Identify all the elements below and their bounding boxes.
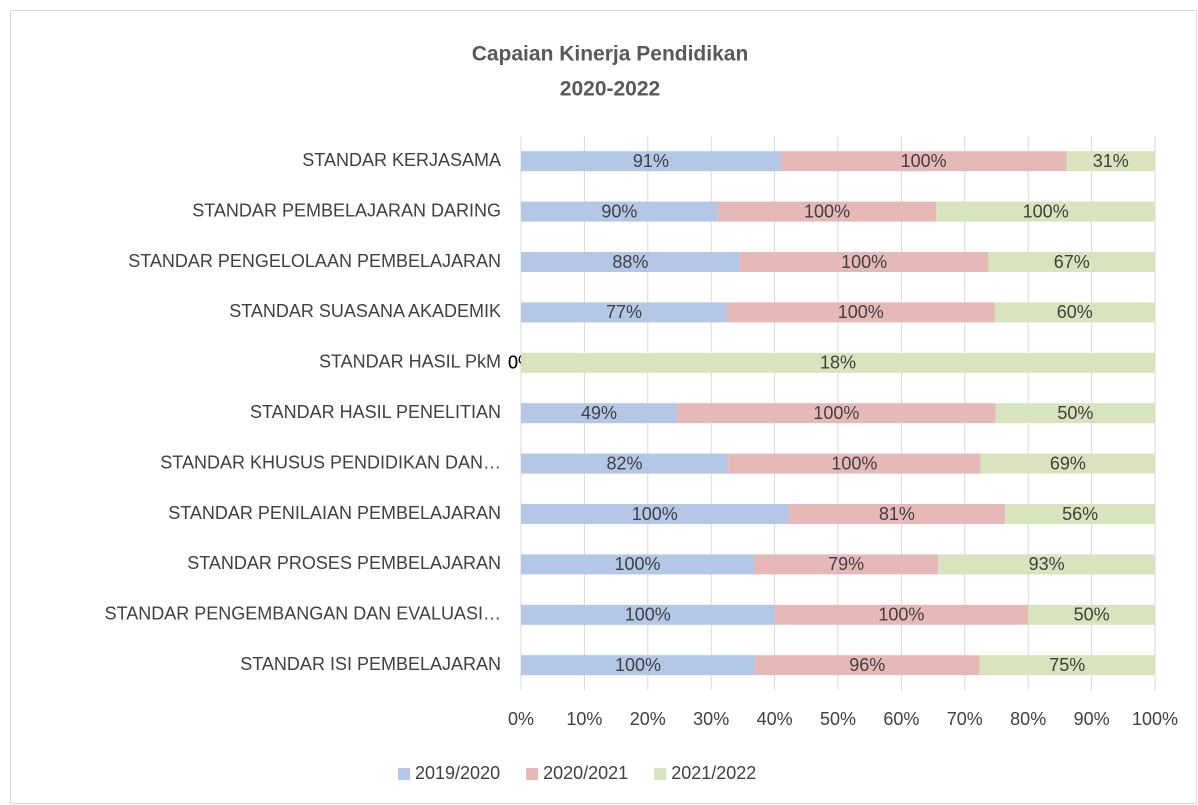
- y-tick-label: STANDAR ISI PEMBELAJARAN: [240, 654, 501, 674]
- x-tick-label: 20%: [630, 709, 666, 729]
- data-label: 50%: [1057, 403, 1093, 423]
- bar-segment: [995, 403, 1155, 424]
- y-tick-label: STANDAR SUASANA AKADEMIK: [229, 301, 501, 321]
- legend-swatch: [654, 768, 667, 780]
- data-label: 75%: [1049, 655, 1085, 675]
- data-label: 100%: [878, 605, 924, 625]
- data-label: 96%: [849, 655, 885, 675]
- data-label: 100%: [838, 302, 884, 322]
- bar-segment: [754, 655, 980, 676]
- data-label: 56%: [1062, 504, 1098, 524]
- bar-segment: [521, 504, 789, 524]
- data-label: 82%: [607, 453, 643, 473]
- bar-segment: [1028, 604, 1155, 625]
- x-tick-label: 0%: [508, 709, 534, 729]
- data-label: 100%: [625, 605, 671, 625]
- chart-subtitle: 2020-2022: [560, 78, 660, 101]
- bar-segment: [739, 252, 989, 272]
- legend-label: 2021/2022: [671, 763, 756, 783]
- data-label: 79%: [828, 554, 864, 574]
- bar-segment: [521, 655, 755, 676]
- y-tick-label: STANDAR PEMBELAJARAN DARING: [192, 200, 501, 220]
- bar-segment: [1066, 151, 1155, 172]
- bar-segment: [988, 252, 1155, 272]
- y-tick-label: STANDAR HASIL PENELITIAN: [250, 402, 501, 422]
- data-label: 93%: [1029, 554, 1065, 574]
- data-label: 67%: [1054, 252, 1090, 272]
- legend-swatch: [526, 768, 539, 780]
- data-label: 49%: [581, 403, 617, 423]
- bar-segment: [521, 352, 1155, 373]
- data-label: 100%: [841, 252, 887, 272]
- bar-segment: [521, 201, 718, 222]
- bar-segment: [754, 554, 939, 575]
- x-tick-label: 10%: [566, 709, 602, 729]
- legend-swatch: [398, 768, 410, 780]
- data-label: 91%: [633, 151, 669, 171]
- bar-segment: [994, 302, 1155, 323]
- bar-segment: [938, 554, 1155, 575]
- x-tick-label: 100%: [1132, 709, 1178, 729]
- y-tick-label: STANDAR PROSES PEMBELAJARAN: [187, 553, 501, 573]
- bar-segment: [788, 504, 1006, 524]
- y-tick-label: STANDAR HASIL PkM: [319, 352, 501, 372]
- data-label: 100%: [804, 201, 850, 221]
- data-label: 100%: [1023, 201, 1069, 221]
- bar-segment: [521, 604, 775, 625]
- legend-label: 2019/2020: [415, 763, 500, 783]
- x-tick-label: 30%: [693, 709, 729, 729]
- bar-segment: [780, 151, 1067, 172]
- y-tick-label: STANDAR PENGELOLAAN PEMBELAJARAN: [128, 251, 501, 271]
- data-label: 100%: [831, 453, 877, 473]
- bar-segment: [774, 604, 1029, 625]
- data-label: 100%: [615, 655, 661, 675]
- bar-segment: [521, 252, 740, 272]
- bar-segment: [980, 453, 1155, 474]
- bar-segment: [728, 453, 981, 474]
- y-tick-label: STANDAR KERJASAMA: [302, 150, 501, 170]
- x-tick-label: 50%: [820, 709, 856, 729]
- data-label: 88%: [612, 252, 648, 272]
- data-label: 18%: [820, 353, 856, 373]
- data-label: 50%: [1074, 605, 1110, 625]
- y-tick-label: STANDAR PENGEMBANGAN DAN EVALUASI…: [105, 604, 501, 624]
- y-tick-label: STANDAR PENILAIAN PEMBELAJARAN: [168, 503, 501, 523]
- y-tick-label: STANDAR KHUSUS PENDIDIKAN DAN…: [160, 452, 501, 472]
- data-label: 100%: [813, 403, 859, 423]
- data-label: 100%: [901, 151, 947, 171]
- data-label: 60%: [1057, 302, 1093, 322]
- bar-segment: [717, 201, 937, 222]
- x-tick-label: 60%: [883, 709, 919, 729]
- x-tick-label: 90%: [1074, 709, 1110, 729]
- data-label: 77%: [606, 302, 642, 322]
- x-tick-label: 80%: [1010, 709, 1046, 729]
- bar-segment: [726, 302, 995, 323]
- data-label: 100%: [632, 504, 678, 524]
- bar-segment: [521, 302, 727, 323]
- data-label: 31%: [1093, 151, 1129, 171]
- legend-label: 2020/2021: [543, 763, 628, 783]
- chart-title: Capaian Kinerja Pendidikan: [472, 43, 749, 66]
- bar-segment: [521, 151, 781, 172]
- bar-segment: [521, 453, 729, 474]
- bar-segment: [979, 655, 1155, 676]
- x-tick-label: 40%: [757, 709, 793, 729]
- bar-segment: [521, 403, 678, 424]
- x-tick-label: 70%: [947, 709, 983, 729]
- data-label: 69%: [1050, 453, 1086, 473]
- data-label: 100%: [615, 554, 661, 574]
- bar-segment: [521, 554, 755, 575]
- bar-segment: [936, 201, 1155, 222]
- data-label: 90%: [601, 201, 637, 221]
- data-label: 81%: [879, 504, 915, 524]
- bar-segment: [677, 403, 996, 424]
- bar-segment: [1005, 504, 1155, 524]
